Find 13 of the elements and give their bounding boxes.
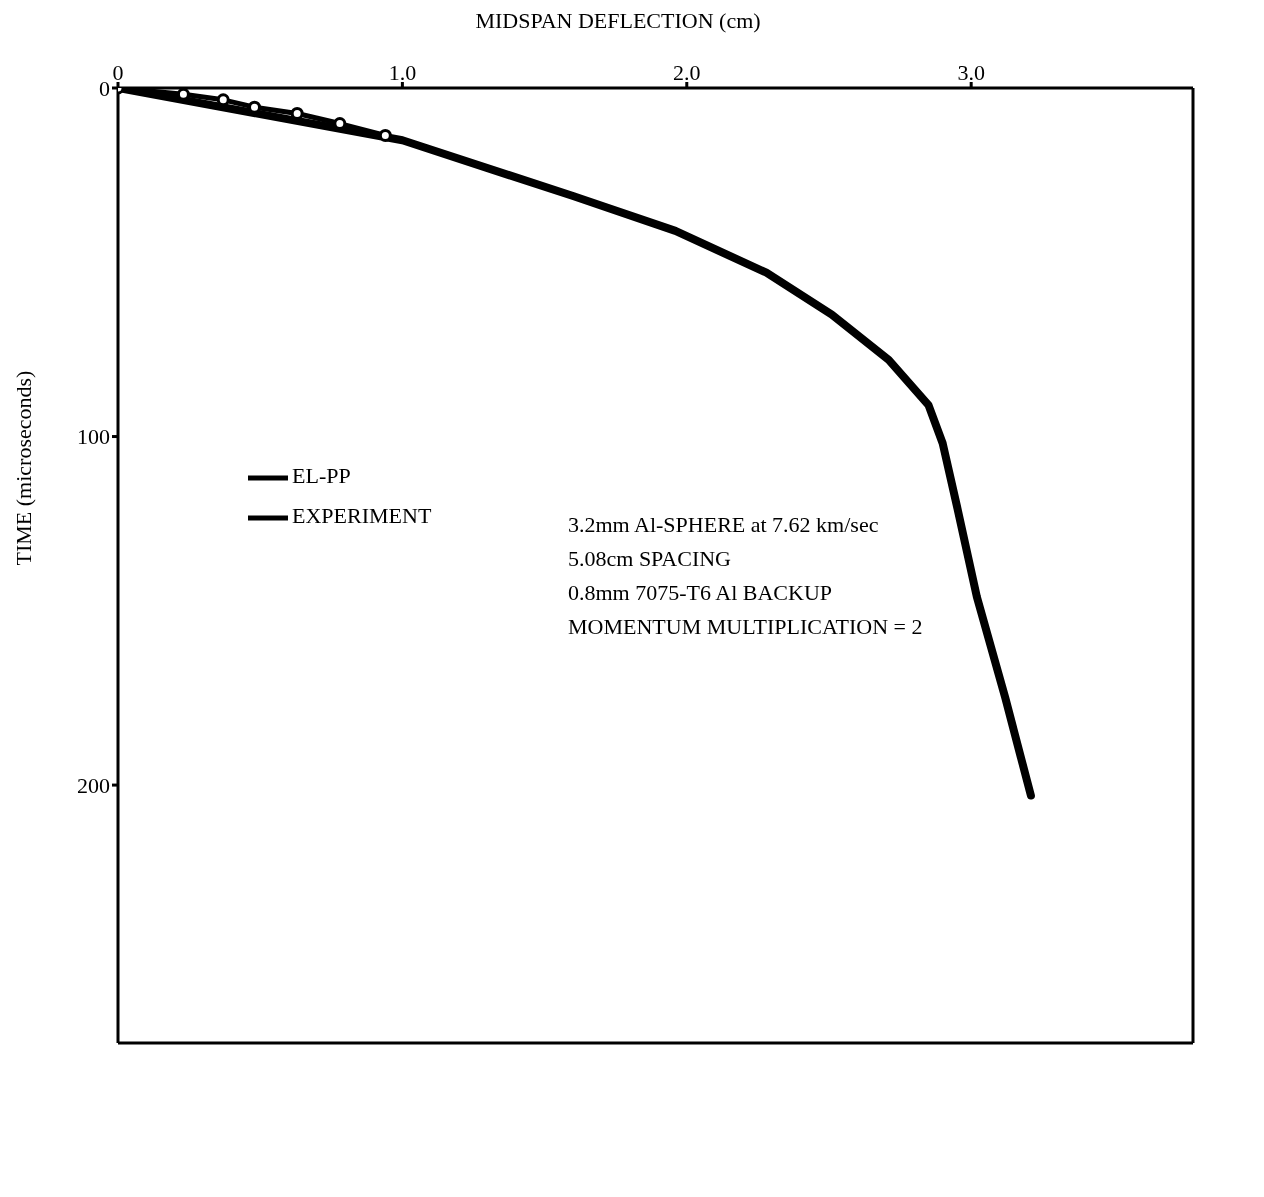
- y-tick-label: 200: [77, 772, 110, 798]
- annotation: 0.8mm 7075-T6 Al BACKUP: [568, 579, 834, 607]
- legend-label: EL-PP: [292, 463, 351, 489]
- annotation: 5.08cm SPACING: [568, 545, 732, 573]
- x-tick-label: 1.0: [388, 60, 417, 85]
- x-axis-title: MIDSPAN DEFLECTION (cm): [474, 8, 762, 35]
- x-tick-label: 2.0: [673, 60, 701, 85]
- annotation: 3.2mm Al-SPHERE at 7.62 km/sec: [568, 511, 880, 539]
- x-tick-label: 3.0: [957, 60, 985, 85]
- y-tick-label: 100: [77, 424, 110, 450]
- annotation: MOMENTUM MULTIPLICATION = 2: [568, 613, 923, 641]
- legend-label: EXPERIMENT: [292, 503, 432, 529]
- y-axis-title: TIME (microseconds): [10, 370, 36, 566]
